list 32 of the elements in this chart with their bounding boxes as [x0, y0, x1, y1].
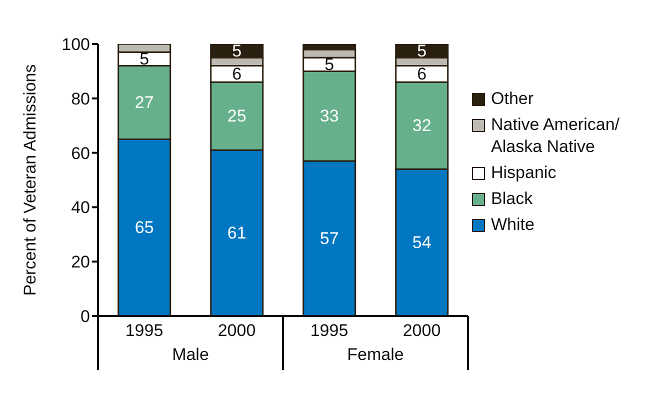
y-tick-label: 20: [71, 252, 90, 272]
text: Male: [172, 345, 209, 364]
data-label: 65: [134, 218, 154, 238]
text: Female: [347, 345, 404, 364]
legend-label: White: [491, 214, 534, 236]
data-label: 6: [417, 64, 427, 84]
legend-label: Hispanic: [491, 162, 556, 184]
data-label: 57: [320, 228, 339, 248]
data-label: 5: [324, 54, 334, 74]
y-tick-label: 80: [71, 89, 90, 108]
x-tick-label: 1995: [125, 321, 164, 340]
data-label: 54: [412, 233, 432, 252]
data-label: 27: [134, 92, 154, 112]
legend-label: Native American/Alaska Native: [491, 114, 621, 158]
y-axis-title: Percent of Veteran Admissions: [20, 64, 40, 296]
x-tick-label: 2000: [402, 321, 441, 340]
data-label: 6: [232, 64, 242, 84]
x-tick-label: 2000: [218, 321, 256, 340]
y-tick-label: 60: [71, 144, 90, 163]
data-label: 32: [412, 116, 432, 136]
y-tick-label: 0: [80, 307, 90, 326]
data-label: 25: [227, 106, 246, 126]
x-tick-label: 1995: [310, 321, 348, 340]
data-label: 33: [320, 106, 339, 126]
data-label: 5: [140, 49, 150, 68]
data-label: 5: [232, 41, 242, 60]
y-tick-label: 40: [71, 198, 90, 218]
y-tick-label: 100: [62, 35, 90, 54]
data-label: 5: [417, 41, 427, 60]
data-label: 61: [227, 224, 246, 243]
legend-label: Other: [491, 88, 534, 110]
legend-label: Black: [491, 188, 533, 210]
